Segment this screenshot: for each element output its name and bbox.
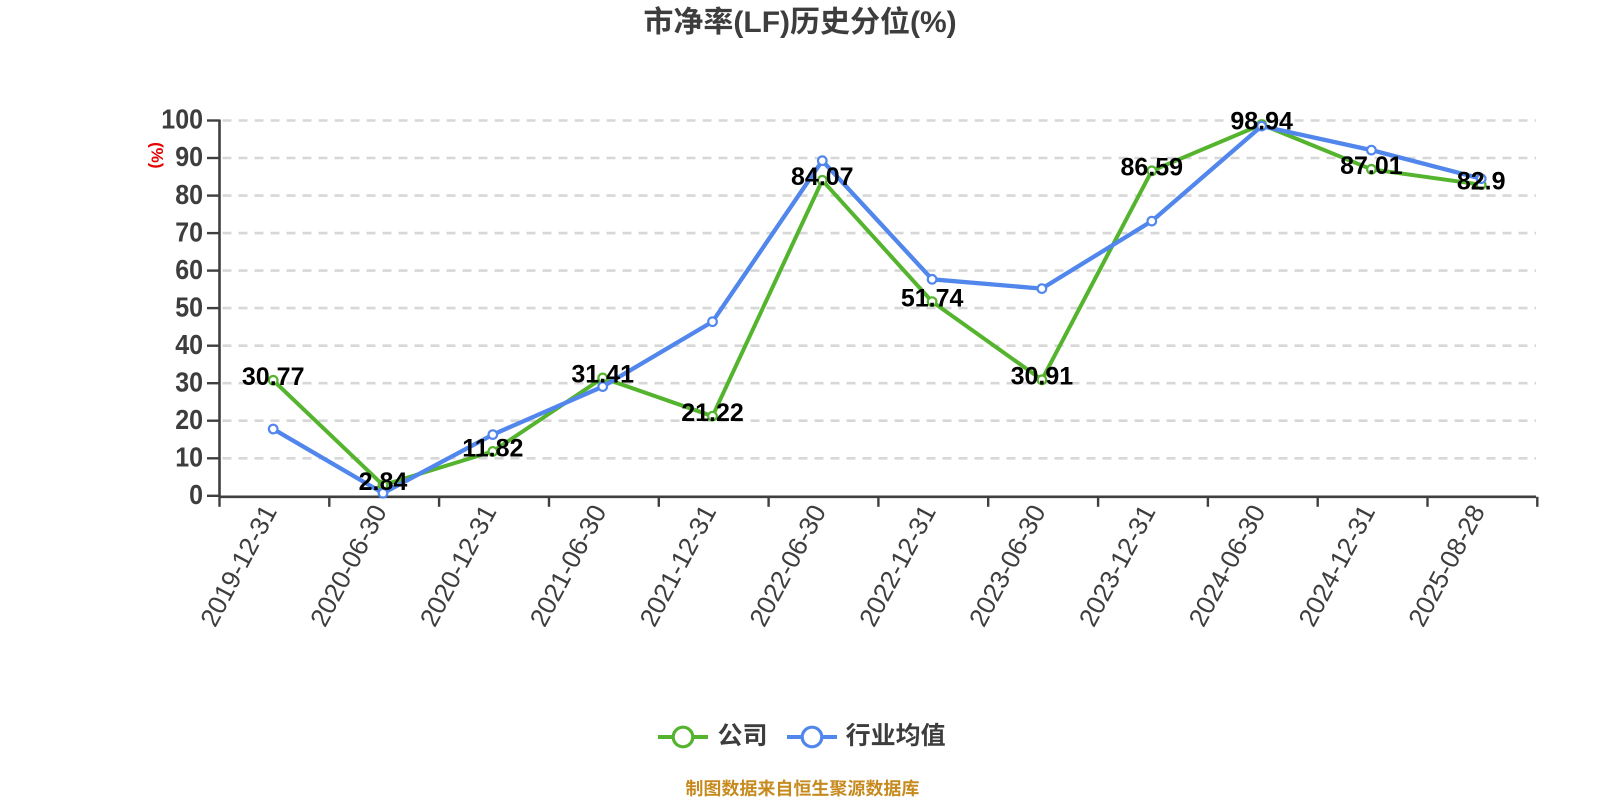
svg-text:51.74: 51.74 — [901, 284, 964, 312]
svg-text:90: 90 — [175, 141, 203, 172]
svg-text:40: 40 — [175, 329, 203, 360]
svg-text:70: 70 — [175, 216, 203, 247]
svg-text:(%): (%) — [910, 6, 957, 39]
svg-text:100: 100 — [161, 104, 203, 135]
svg-text:(%): (%) — [148, 142, 167, 168]
svg-text:60: 60 — [175, 254, 203, 285]
svg-text:50: 50 — [175, 291, 203, 322]
svg-text:0: 0 — [189, 479, 203, 510]
svg-text:21.22: 21.22 — [681, 399, 744, 427]
svg-text:31.41: 31.41 — [571, 361, 634, 389]
svg-text:30.77: 30.77 — [242, 363, 305, 391]
svg-text:20: 20 — [175, 404, 203, 435]
svg-text:30.91: 30.91 — [1011, 363, 1074, 391]
svg-text:10: 10 — [175, 442, 203, 473]
svg-text:98.94: 98.94 — [1230, 107, 1293, 135]
svg-text:30: 30 — [175, 366, 203, 397]
svg-text:86.59: 86.59 — [1121, 154, 1184, 182]
svg-text:11.82: 11.82 — [462, 434, 523, 462]
svg-text:82.9: 82.9 — [1457, 168, 1506, 196]
svg-text:(LF): (LF) — [733, 6, 790, 39]
svg-text:80: 80 — [175, 179, 203, 210]
svg-text:84.07: 84.07 — [791, 163, 854, 191]
svg-text:2.84: 2.84 — [359, 468, 408, 496]
svg-text:87.01: 87.01 — [1340, 152, 1403, 180]
